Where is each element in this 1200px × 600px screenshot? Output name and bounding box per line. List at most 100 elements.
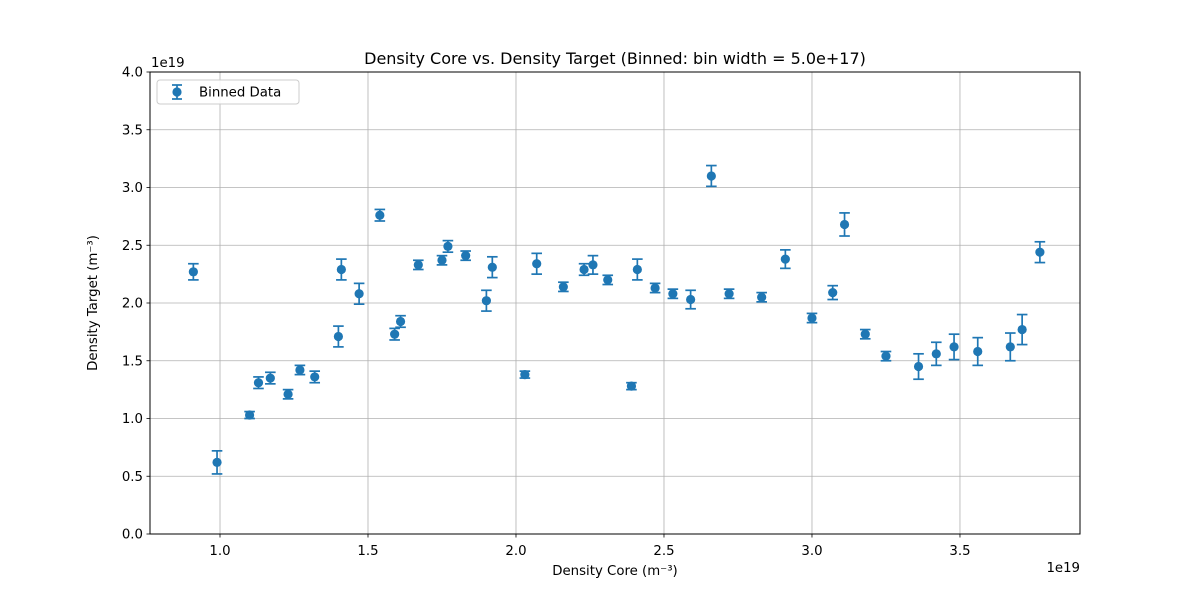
data-point-marker [437,255,447,265]
y-tick-label: 0.0 [122,528,143,543]
data-point [685,289,696,310]
x-tick-label: 2.5 [653,544,674,559]
data-point [436,254,448,266]
data-point [389,327,400,341]
data-point [626,381,637,391]
data-point-marker [487,262,497,272]
data-point [1004,332,1016,362]
data-point [1034,240,1046,264]
data-point-marker [212,457,222,467]
data-point [374,208,386,222]
data-point-marker [253,378,264,388]
data-point [395,314,406,329]
data-point-marker [461,251,471,261]
data-point [282,388,294,400]
data-point [336,258,347,281]
data-point-marker [973,346,983,357]
data-point [531,252,543,275]
data-point [487,255,498,279]
y-tick-label: 1.0 [122,412,143,427]
data-point-marker [757,292,767,302]
data-point-marker [443,241,453,252]
data-point-marker [724,289,734,299]
data-point-marker [807,313,817,323]
data-point-marker [283,389,293,399]
data-point-marker [188,267,198,277]
data-point-marker [706,171,716,181]
data-point-marker [310,372,320,382]
data-point [780,249,791,270]
data-point-marker [668,289,678,299]
data-point [519,370,531,380]
data-point [706,164,717,188]
data-point-marker [375,210,385,220]
data-point [253,376,264,390]
data-point [587,254,599,275]
data-point-marker [686,294,696,305]
legend-errorbar-marker-icon [172,84,182,100]
y-tick-label: 4.0 [122,66,143,81]
legend-box [156,79,300,105]
data-point [188,262,199,281]
x-tick-label: 3.0 [801,544,822,559]
data-point-marker [913,361,924,372]
data-point-marker [780,254,790,264]
data-point [413,259,424,271]
data-point [578,262,590,277]
y-axis-ticks: 0.0 0.5 1.0 1.5 2.0 2.5 3.0 3.5 4.0 [122,66,150,543]
x-tick-label: 2.0 [505,544,526,559]
chart-title: Density Core vs. Density Target (Binned:… [364,49,866,68]
data-point [333,325,344,348]
y-axis-label: Density Target (m⁻³) [86,235,101,371]
data-point-marker [245,410,255,420]
data-point-marker [828,288,838,298]
y-axis-offset-text: 1e19 [151,56,185,71]
data-point [913,352,924,381]
data-point-marker [931,349,941,359]
data-point [460,250,471,262]
x-tick-label: 1.0 [209,544,230,559]
y-tick-label: 0.5 [122,470,143,485]
data-point [632,258,643,281]
data-point [723,288,735,300]
data-point-marker [354,289,364,299]
data-point-marker [650,283,660,293]
data-point [806,312,818,324]
data-point-marker [481,296,491,306]
x-tick-label: 3.5 [949,544,970,559]
legend-label: Binned Data [199,86,281,101]
data-point [839,212,850,237]
y-tick-label: 2.5 [122,239,143,254]
data-point-marker [1005,342,1015,352]
data-point-marker [626,381,637,391]
data-point [294,364,306,376]
data-point [948,333,960,361]
data-point [667,288,679,300]
data-point-marker [520,370,530,380]
data-point-marker [390,329,400,339]
y-tick-label: 1.5 [122,354,143,369]
data-point-marker [1035,247,1045,257]
data-point [756,291,767,303]
data-point-marker [588,260,598,270]
data-point-marker [949,342,959,352]
y-tick-label: 3.0 [122,181,143,196]
data-point [649,282,661,294]
x-axis-offset-text: 1e19 [1046,561,1080,576]
data-point-marker [839,219,850,230]
data-point-marker [558,282,568,292]
data-point [309,370,321,384]
data-point [827,284,839,301]
data-point-marker [333,331,343,342]
data-point [859,328,871,340]
data-point-marker [532,259,542,269]
data-point [558,281,569,293]
data-point [244,410,255,420]
data-point-marker [413,260,423,270]
data-point [353,282,365,306]
data-point-marker [579,264,589,275]
y-tick-label: 2.0 [122,297,143,312]
data-point-marker [295,365,305,375]
data-point [602,274,614,286]
